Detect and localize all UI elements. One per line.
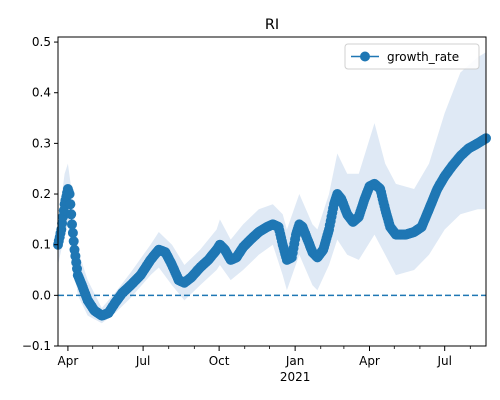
legend-marker-swatch — [360, 51, 370, 62]
growth-rate-point — [66, 209, 77, 220]
legend-label: growth_rate — [387, 50, 459, 64]
growth-rate-point — [65, 199, 76, 210]
x-tick-year-label: 2021 — [280, 370, 311, 384]
confidence-band — [58, 52, 486, 324]
x-tick-label: Jul — [135, 354, 150, 368]
y-tick-label: 0.0 — [32, 288, 51, 302]
legend: growth_rate — [344, 43, 480, 70]
x-tick-label: Apr — [58, 354, 79, 368]
confidence-band-area — [58, 52, 486, 324]
y-tick-label: 0.2 — [32, 187, 51, 201]
growth-rate-point — [67, 219, 77, 230]
y-tick-label: −0.1 — [22, 339, 51, 353]
x-tick-label: Oct — [209, 354, 230, 368]
plot-axes: −0.1 0.0 0.1 0.2 0.3 0.4 0.5 Apr Jul Oct Jan 2021 Ap… — [22, 35, 487, 384]
growth-rate-point — [64, 189, 75, 199]
plot-frame — [57, 36, 487, 347]
y-tick-label: 0.1 — [32, 238, 51, 252]
x-tick-label: Apr — [359, 354, 380, 368]
y-tick-label: 0.4 — [32, 86, 51, 100]
chart-title: RI — [265, 17, 279, 33]
x-tick-label: Jul — [436, 354, 451, 368]
y-tick-label: 0.5 — [32, 35, 51, 49]
growth-rate-point — [67, 227, 78, 238]
growth-rate-series — [53, 133, 491, 321]
growth-rate-point — [68, 236, 79, 247]
legend-box — [344, 43, 480, 70]
y-tick-label: 0.3 — [32, 136, 51, 150]
x-tick-label: Jan — [285, 354, 305, 368]
